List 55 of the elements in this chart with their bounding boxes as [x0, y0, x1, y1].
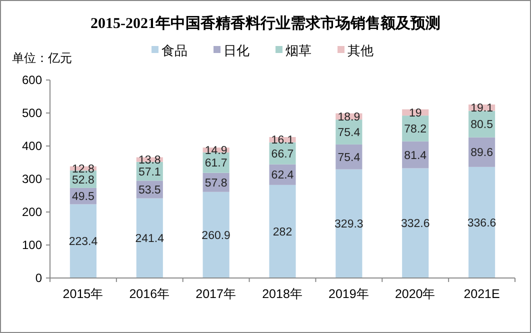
y-tick-label: 200 [22, 205, 42, 220]
x-tick-label: 2018年 [262, 287, 303, 301]
data-label: 75.4 [338, 152, 361, 164]
y-axis-title: 单位：亿元 [12, 51, 72, 65]
legend-label: 食品 [162, 43, 188, 58]
data-label: 78.2 [404, 124, 427, 136]
data-label: 53.5 [138, 184, 161, 197]
data-label: 19 [408, 107, 422, 120]
data-label: 13.8 [138, 154, 161, 167]
data-label: 336.6 [467, 217, 496, 230]
x-tick-label: 2015年 [62, 287, 104, 301]
data-label: 75.4 [338, 127, 361, 140]
bar [402, 168, 429, 278]
data-label: 332.6 [400, 218, 430, 230]
data-label: 80.5 [470, 119, 493, 132]
bar [468, 166, 496, 278]
y-tick-label: 300 [22, 172, 42, 186]
data-label: 62.4 [271, 170, 294, 182]
data-label: 241.4 [135, 233, 165, 246]
x-tick-label: 2017年 [196, 287, 236, 301]
data-label: 89.6 [470, 147, 493, 160]
data-label: 57.1 [138, 166, 161, 178]
legend-label: 其他 [348, 43, 374, 58]
data-label: 329.3 [334, 218, 364, 231]
data-label: 52.8 [72, 174, 94, 186]
x-tick-label: 2020年 [394, 287, 436, 301]
y-tick-label: 100 [22, 238, 42, 252]
data-label: 223.4 [68, 236, 98, 248]
x-tick-label: 2016年 [129, 287, 170, 301]
y-tick-label: 600 [22, 73, 42, 88]
data-label: 282 [272, 226, 292, 238]
chart-title: 2015-2021年中国香精香料行业需求市场销售额及预测 [90, 14, 440, 32]
bar [269, 184, 296, 278]
y-tick-label: 0 [35, 271, 42, 286]
bar [136, 198, 163, 278]
legend-label: 日化 [224, 43, 250, 58]
y-tick-label: 400 [22, 139, 42, 154]
data-label: 18.9 [338, 111, 360, 124]
legend-label: 烟草 [286, 43, 312, 58]
bar [202, 192, 230, 278]
data-label: 19.1 [470, 102, 493, 115]
bar [70, 204, 96, 278]
bar [336, 169, 362, 278]
data-label: 16.1 [271, 134, 294, 147]
data-label: 81.4 [404, 150, 428, 162]
x-tick-label: 2019年 [328, 287, 370, 301]
data-label: 49.5 [72, 191, 94, 204]
data-label: 260.9 [202, 230, 230, 242]
data-label: 12.8 [72, 163, 94, 176]
y-tick-label: 500 [22, 106, 42, 120]
data-label: 57.8 [204, 177, 228, 190]
data-label: 14.9 [204, 145, 228, 158]
data-label: 66.7 [271, 148, 294, 160]
x-tick-label: 2021E [464, 287, 500, 301]
data-label: 61.7 [204, 158, 228, 170]
